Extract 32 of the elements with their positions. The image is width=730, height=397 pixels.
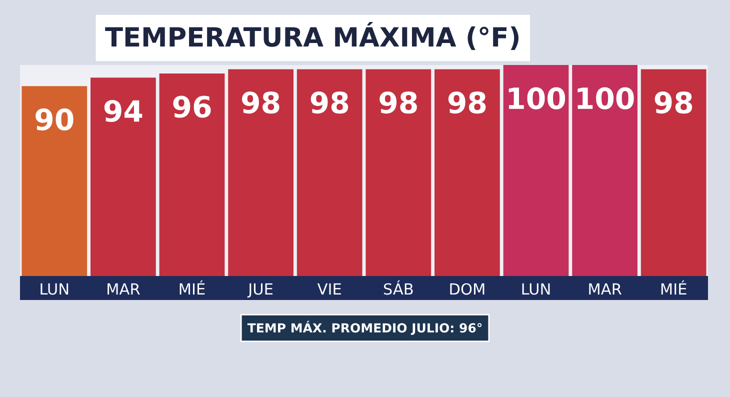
data-label: 98	[380, 92, 417, 114]
data-label: 100	[508, 87, 566, 110]
data-label: 90	[36, 108, 74, 130]
x-tick-label: JUE	[247, 283, 272, 298]
bar	[22, 86, 88, 276]
x-tick-label: MAR	[589, 283, 622, 295]
x-tick-label: MIÉ	[661, 280, 686, 295]
data-label: 98	[310, 92, 348, 114]
bar	[90, 78, 156, 276]
bar	[296, 69, 362, 276]
data-label: 98	[654, 92, 692, 114]
x-tick-label: VIE	[317, 283, 341, 295]
data-label: 98	[242, 92, 280, 114]
x-tick-label: LUN	[522, 283, 550, 295]
data-label: 94	[104, 100, 142, 122]
bar	[503, 65, 569, 276]
bar	[159, 73, 225, 276]
bar	[366, 69, 432, 276]
x-tick-label: SÁB	[384, 280, 413, 295]
x-tick-label: MIÉ	[180, 280, 205, 295]
bar	[434, 69, 500, 276]
x-tick-label: LUN	[40, 283, 68, 295]
text: TEMP MÁX. PROMEDIO JULIO: 96°	[247, 320, 482, 335]
x-tick-label: MAR	[108, 283, 140, 295]
data-label: 98	[448, 92, 486, 114]
data-label: 96	[173, 96, 211, 118]
x-tick-label: DOM	[450, 283, 484, 295]
bar	[228, 69, 294, 276]
chart-title: TEMPERATURA MÁXIMA (°F)	[105, 22, 519, 50]
data-label: 100	[578, 87, 634, 110]
bar	[572, 65, 638, 276]
bar	[640, 69, 706, 276]
